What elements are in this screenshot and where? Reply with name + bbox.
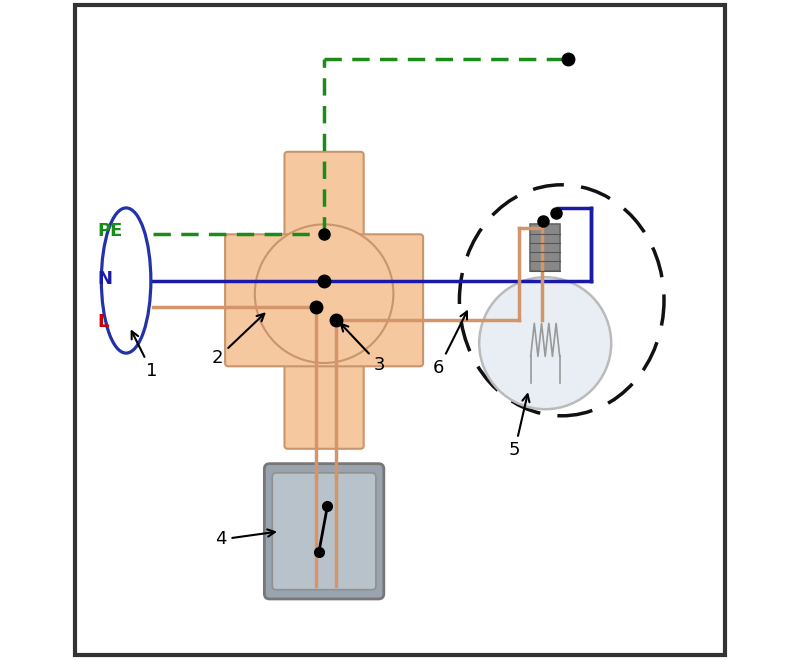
FancyBboxPatch shape <box>264 463 384 599</box>
Text: PE: PE <box>98 222 123 240</box>
Circle shape <box>479 277 611 409</box>
FancyBboxPatch shape <box>530 224 560 271</box>
FancyBboxPatch shape <box>285 152 364 449</box>
Text: 1: 1 <box>132 331 158 380</box>
Text: N: N <box>98 270 113 288</box>
Text: 6: 6 <box>433 312 467 377</box>
Text: 4: 4 <box>215 529 275 548</box>
Text: 2: 2 <box>212 314 264 367</box>
FancyBboxPatch shape <box>272 473 376 590</box>
Text: 3: 3 <box>341 324 385 374</box>
Text: 5: 5 <box>509 395 530 459</box>
Circle shape <box>254 224 394 363</box>
FancyBboxPatch shape <box>225 234 423 366</box>
Text: L: L <box>98 313 109 331</box>
